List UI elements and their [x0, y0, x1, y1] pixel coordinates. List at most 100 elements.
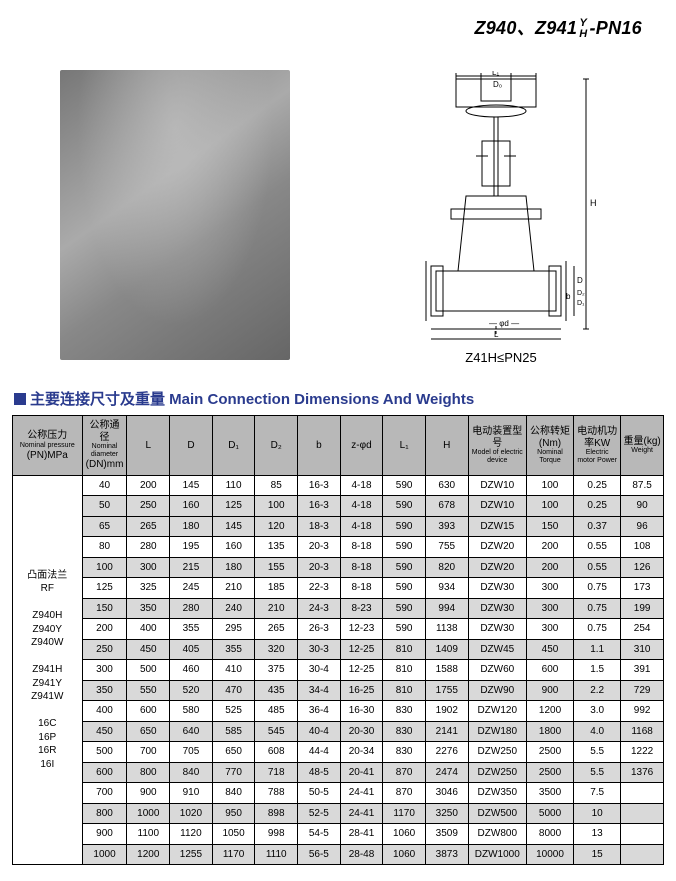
cell: DZW45: [468, 639, 526, 660]
col-header: b: [298, 416, 341, 476]
cell: 770: [212, 762, 255, 783]
cell: 600: [127, 701, 170, 722]
cell: 8000: [526, 824, 573, 845]
cell: [621, 783, 664, 804]
cell: DZW15: [468, 516, 526, 537]
cell: 36-4: [298, 701, 341, 722]
cell: 700: [82, 783, 127, 804]
svg-text:H: H: [590, 198, 597, 208]
cell: 0.75: [574, 598, 621, 619]
cell: 185: [255, 578, 298, 599]
cell: 8-18: [340, 557, 383, 578]
diagram-caption: Z41H≤PN25: [386, 350, 616, 365]
cell: 705: [170, 742, 213, 763]
cell: 450: [526, 639, 573, 660]
cell: 1902: [425, 701, 468, 722]
table-row: 5025016012510016-34-18590678DZW101000.25…: [13, 496, 664, 517]
cell: 215: [170, 557, 213, 578]
cell: 280: [127, 537, 170, 558]
cell: DZW180: [468, 721, 526, 742]
cell: 393: [425, 516, 468, 537]
cell: 1255: [170, 844, 213, 865]
section-square-icon: [14, 393, 26, 405]
cell: 485: [255, 701, 298, 722]
cell: 375: [255, 660, 298, 681]
cell: 87.5: [621, 475, 664, 496]
cell: 1060: [383, 844, 426, 865]
col-header: z-φd: [340, 416, 383, 476]
table-row: 8028019516013520-38-18590755DZW202000.55…: [13, 537, 664, 558]
cell: DZW120: [468, 701, 526, 722]
cell: 800: [127, 762, 170, 783]
cell: 500: [127, 660, 170, 681]
cell: 200: [526, 537, 573, 558]
cell: 173: [621, 578, 664, 599]
cell: 1.1: [574, 639, 621, 660]
cell: 2141: [425, 721, 468, 742]
cell: 0.25: [574, 496, 621, 517]
cell: 830: [383, 701, 426, 722]
col-header: 电动装置型号Model of electric device: [468, 416, 526, 476]
cell: 200: [526, 557, 573, 578]
cell: DZW500: [468, 803, 526, 824]
table-row: 70090091084078850-524-418703046DZW350350…: [13, 783, 664, 804]
cell: 8-23: [340, 598, 383, 619]
cell: 24-41: [340, 803, 383, 824]
cell: 1000: [127, 803, 170, 824]
cell: 56-5: [298, 844, 341, 865]
cell: 992: [621, 701, 664, 722]
table-row: 10030021518015520-38-18590820DZW202000.5…: [13, 557, 664, 578]
cell: 310: [621, 639, 664, 660]
cell: 1222: [621, 742, 664, 763]
cell: 12-23: [340, 619, 383, 640]
cell: 400: [127, 619, 170, 640]
cell: 900: [82, 824, 127, 845]
cell: 1800: [526, 721, 573, 742]
cell: 810: [383, 639, 426, 660]
model-prefix: Z940、Z941: [474, 18, 577, 38]
table-row: 40060058052548536-416-308301902DZW120120…: [13, 701, 664, 722]
cell: 108: [621, 537, 664, 558]
cell: 52-5: [298, 803, 341, 824]
table-header: 公称压力Nominal pressure(PN)MPa公称通径Nominal d…: [13, 416, 664, 476]
cell: 210: [255, 598, 298, 619]
svg-text:b: b: [566, 292, 571, 301]
table-row: 凸面法兰RF Z940HZ940YZ940W Z941HZ941YZ941W 1…: [13, 475, 664, 496]
cell: 391: [621, 660, 664, 681]
cell: DZW20: [468, 537, 526, 558]
cell: 4-18: [340, 496, 383, 517]
cell: 15: [574, 844, 621, 865]
cell: 100: [526, 496, 573, 517]
cell: 810: [383, 660, 426, 681]
cell: 210: [212, 578, 255, 599]
cell: 22-3: [298, 578, 341, 599]
cell: 640: [170, 721, 213, 742]
cell: 34-4: [298, 680, 341, 701]
cell: 0.37: [574, 516, 621, 537]
cell: 8-18: [340, 578, 383, 599]
table-row: 30050046041037530-412-258101588DZW606001…: [13, 660, 664, 681]
cell: 325: [127, 578, 170, 599]
cell: 150: [82, 598, 127, 619]
cell: 24-41: [340, 783, 383, 804]
col-header: 公称压力Nominal pressure(PN)MPa: [13, 416, 83, 476]
cell: 550: [127, 680, 170, 701]
cell: 2474: [425, 762, 468, 783]
cell: 355: [212, 639, 255, 660]
cell: 1020: [170, 803, 213, 824]
cell: 18-3: [298, 516, 341, 537]
cell: 3509: [425, 824, 468, 845]
cell: 65: [82, 516, 127, 537]
cell: 195: [170, 537, 213, 558]
row-header: 凸面法兰RF Z940HZ940YZ940W Z941HZ941YZ941W 1…: [13, 475, 83, 865]
col-header: D: [170, 416, 213, 476]
cell: 1120: [170, 824, 213, 845]
cell: 20-41: [340, 762, 383, 783]
cell: 590: [383, 598, 426, 619]
cell: 3873: [425, 844, 468, 865]
dimensions-table: 公称压力Nominal pressure(PN)MPa公称通径Nominal d…: [12, 415, 664, 865]
model-fraction: YH: [579, 18, 587, 40]
cell: 435: [255, 680, 298, 701]
svg-text:D₀: D₀: [493, 80, 502, 89]
cell: 840: [170, 762, 213, 783]
